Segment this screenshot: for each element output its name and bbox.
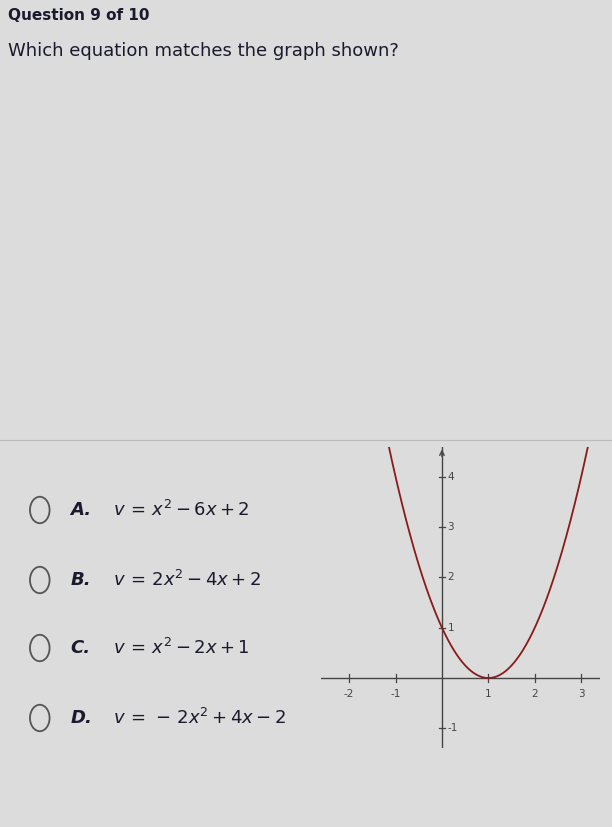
Text: Question 9 of 10: Question 9 of 10 xyxy=(8,8,149,23)
Text: 3: 3 xyxy=(578,689,584,699)
Text: 4: 4 xyxy=(447,471,454,482)
Text: Which equation matches the graph shown?: Which equation matches the graph shown? xyxy=(8,42,399,60)
Text: $v\,=\,-\,2x^2+4x-2$: $v\,=\,-\,2x^2+4x-2$ xyxy=(113,708,286,728)
Text: 3: 3 xyxy=(447,522,454,532)
Text: -1: -1 xyxy=(390,689,401,699)
Text: 1: 1 xyxy=(485,689,491,699)
Text: A.: A. xyxy=(70,501,92,519)
Text: $v\,=\,x^2-6x+2$: $v\,=\,x^2-6x+2$ xyxy=(113,500,250,520)
Text: $v\,=\,x^2-2x+1$: $v\,=\,x^2-2x+1$ xyxy=(113,638,250,658)
Text: 2: 2 xyxy=(531,689,538,699)
Text: 2: 2 xyxy=(447,572,454,582)
Text: 1: 1 xyxy=(447,623,454,633)
Text: $v\,=\,2x^2-4x+2$: $v\,=\,2x^2-4x+2$ xyxy=(113,570,261,590)
Text: B.: B. xyxy=(70,571,91,589)
Text: D.: D. xyxy=(70,709,92,727)
Text: -1: -1 xyxy=(447,724,458,734)
Text: C.: C. xyxy=(70,639,91,657)
Text: -2: -2 xyxy=(344,689,354,699)
